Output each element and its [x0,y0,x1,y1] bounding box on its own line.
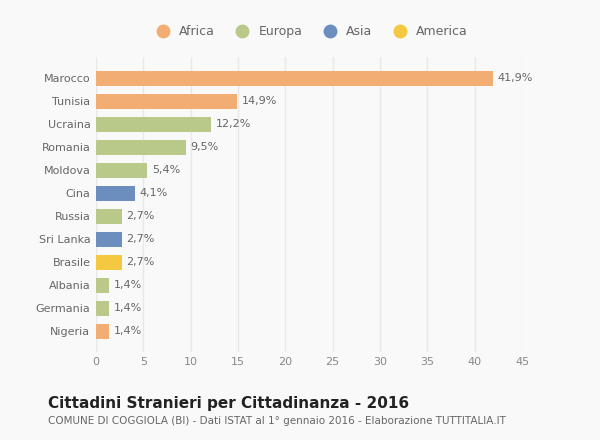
Text: 4,1%: 4,1% [140,188,168,198]
Bar [96,209,122,224]
Bar [96,324,109,339]
Text: 14,9%: 14,9% [242,96,277,106]
Bar [96,186,135,201]
Text: 12,2%: 12,2% [216,119,251,129]
Text: 5,4%: 5,4% [152,165,180,175]
Text: 41,9%: 41,9% [497,73,533,83]
Text: 2,7%: 2,7% [126,257,155,267]
Text: 2,7%: 2,7% [126,234,155,244]
Text: 1,4%: 1,4% [114,326,142,336]
Bar [96,278,109,293]
Text: 9,5%: 9,5% [191,142,219,152]
Legend: Africa, Europa, Asia, America: Africa, Europa, Asia, America [150,25,468,38]
Bar [96,139,186,154]
Bar [96,163,147,178]
Text: 2,7%: 2,7% [126,211,155,221]
Bar [96,301,109,315]
Text: 1,4%: 1,4% [114,280,142,290]
Bar [96,94,237,109]
Bar [96,231,122,246]
Text: Cittadini Stranieri per Cittadinanza - 2016: Cittadini Stranieri per Cittadinanza - 2… [48,396,409,411]
Bar [96,70,493,85]
Text: 1,4%: 1,4% [114,303,142,313]
Bar [96,255,122,270]
Bar [96,117,211,132]
Text: COMUNE DI COGGIOLA (BI) - Dati ISTAT al 1° gennaio 2016 - Elaborazione TUTTITALI: COMUNE DI COGGIOLA (BI) - Dati ISTAT al … [48,416,506,426]
